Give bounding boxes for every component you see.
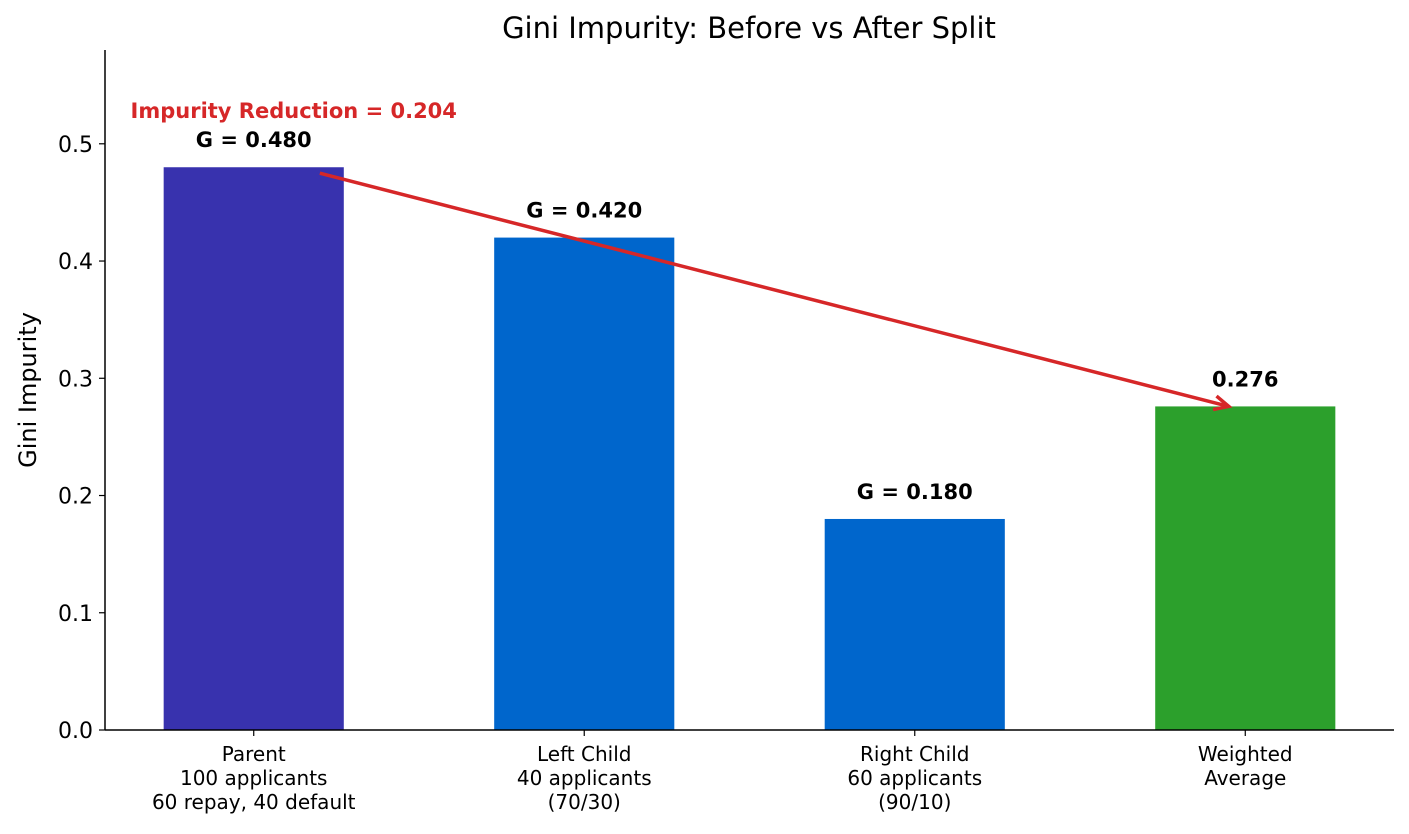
chart-title: Gini Impurity: Before vs After Split	[502, 11, 996, 45]
annotation-text: Impurity Reduction = 0.204	[131, 99, 457, 123]
y-tick-label: 0.3	[58, 367, 93, 392]
y-tick-label: 0.5	[58, 133, 93, 158]
y-tick-label: 0.1	[58, 602, 93, 627]
y-tick-label: 0.4	[58, 250, 93, 275]
x-tick-label: Left Child 40 applicants (70/30)	[517, 742, 652, 814]
arrow-head	[1212, 394, 1233, 412]
y-tick-label: 0.2	[58, 485, 93, 510]
x-tick-label: Right Child 60 applicants (90/10)	[847, 742, 982, 814]
x-tick-label: Weighted Average	[1198, 742, 1293, 790]
x-tick-label: Parent 100 applicants 60 repay, 40 default	[152, 742, 356, 814]
y-tick-label: 0.0	[58, 719, 93, 744]
bar-value-label: 0.276	[1212, 367, 1278, 391]
bar	[494, 237, 675, 730]
bar-value-label: G = 0.420	[526, 199, 642, 223]
bar	[1155, 406, 1336, 730]
bar	[824, 518, 1005, 730]
bar	[163, 167, 344, 730]
annotation-arrow	[319, 171, 1230, 409]
bar-value-label: G = 0.180	[857, 480, 973, 504]
y-axis-label: Gini Impurity	[14, 312, 42, 468]
bar-value-label: G = 0.480	[196, 128, 312, 152]
